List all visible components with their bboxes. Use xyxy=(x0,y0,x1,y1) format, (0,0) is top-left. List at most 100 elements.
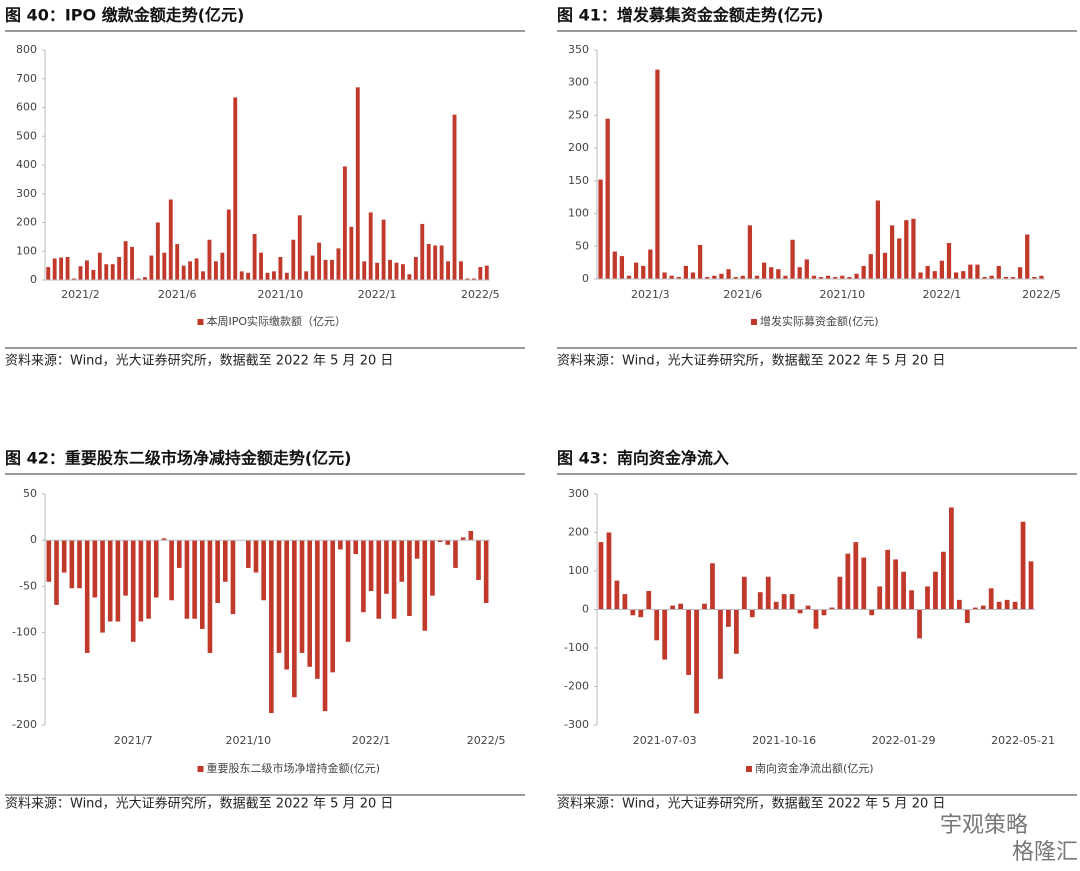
bar xyxy=(407,274,412,280)
bar xyxy=(299,540,305,653)
bar xyxy=(188,261,193,280)
bar xyxy=(446,261,451,280)
bar xyxy=(861,265,866,279)
bar xyxy=(336,248,341,280)
bar xyxy=(925,265,930,279)
bar xyxy=(754,275,760,279)
x-tick-label: 2022-01-29 xyxy=(872,734,936,747)
bar xyxy=(885,549,891,610)
bar xyxy=(330,540,336,673)
bar xyxy=(904,220,909,279)
bar xyxy=(1020,521,1026,610)
x-tick-label: 2021/3 xyxy=(631,288,670,301)
y-tick-label: 200 xyxy=(16,216,37,229)
bar xyxy=(252,234,257,280)
bar xyxy=(694,609,699,714)
bar xyxy=(781,594,787,610)
bar xyxy=(169,540,174,601)
bar xyxy=(705,277,710,279)
bar xyxy=(361,540,366,613)
bar xyxy=(239,271,244,280)
bar xyxy=(184,540,190,619)
y-tick-label: 0 xyxy=(582,603,589,616)
bar xyxy=(1032,277,1037,279)
bar xyxy=(646,591,652,610)
bar xyxy=(478,267,483,280)
y-tick-label: 50 xyxy=(575,239,589,252)
y-tick-label: 600 xyxy=(16,101,37,114)
bar xyxy=(468,530,474,541)
y-tick-label: 300 xyxy=(568,76,589,89)
x-tick-label: 2022/5 xyxy=(1022,288,1061,301)
bar xyxy=(362,261,367,280)
bar xyxy=(897,238,902,279)
chart-title: 图 41：增发募集资金金额走势(亿元) xyxy=(557,6,823,25)
bar xyxy=(330,259,334,280)
bar xyxy=(769,267,774,279)
bar xyxy=(307,540,312,667)
bar xyxy=(192,540,197,619)
bar xyxy=(989,275,994,279)
bar xyxy=(226,209,231,280)
bar xyxy=(853,542,859,610)
bar xyxy=(123,540,128,596)
bar xyxy=(484,265,489,280)
bar xyxy=(733,277,738,279)
bar xyxy=(310,255,315,280)
bar xyxy=(678,603,684,610)
bar xyxy=(925,586,930,610)
bar xyxy=(833,277,838,279)
bar xyxy=(813,609,819,629)
bar xyxy=(149,255,154,280)
bar xyxy=(598,542,604,610)
bar xyxy=(670,605,676,610)
bar xyxy=(368,212,373,280)
bar xyxy=(719,273,724,279)
bar xyxy=(445,540,451,545)
bar xyxy=(107,540,113,622)
bar xyxy=(854,273,859,279)
y-tick-label: -100 xyxy=(12,626,37,639)
bar xyxy=(304,271,309,280)
bar xyxy=(633,262,639,279)
x-tick-label: 2022/1 xyxy=(352,734,391,747)
bar xyxy=(797,609,803,614)
bar xyxy=(323,259,328,280)
bar xyxy=(433,245,438,280)
bar xyxy=(54,540,59,605)
x-tick-label: 2021/2 xyxy=(61,288,100,301)
bar xyxy=(882,252,888,279)
bar xyxy=(388,259,392,280)
bar xyxy=(909,590,914,610)
bar xyxy=(619,256,625,279)
bar xyxy=(612,251,617,279)
bar xyxy=(146,540,151,619)
y-tick-label: 400 xyxy=(16,158,37,171)
bar xyxy=(690,272,696,279)
bar xyxy=(276,540,282,653)
y-tick-label: -100 xyxy=(564,641,589,654)
bar xyxy=(1004,599,1010,610)
bar xyxy=(220,252,225,280)
x-tick-label: 2022/1 xyxy=(923,288,962,301)
y-tick-label: 250 xyxy=(568,108,589,121)
bar xyxy=(130,540,136,642)
bar xyxy=(284,272,289,280)
watermark: 宇观策略 xyxy=(940,813,1028,838)
y-tick-label: -300 xyxy=(564,718,589,731)
bar xyxy=(345,540,351,642)
bar xyxy=(605,118,610,279)
bar xyxy=(776,269,781,279)
bar xyxy=(161,538,167,541)
bar xyxy=(261,540,266,601)
source-note: 资料来源：Wind，光大证券研究所，数据截至 2022 年 5 月 20 日 xyxy=(5,353,393,369)
bar xyxy=(460,537,466,541)
y-tick-label: 0 xyxy=(582,272,589,285)
bar xyxy=(1039,275,1044,279)
bar xyxy=(697,244,703,279)
bar xyxy=(215,540,220,604)
bar xyxy=(376,540,382,619)
legend-swatch xyxy=(197,766,204,772)
bar xyxy=(92,540,98,598)
bar xyxy=(338,540,343,550)
